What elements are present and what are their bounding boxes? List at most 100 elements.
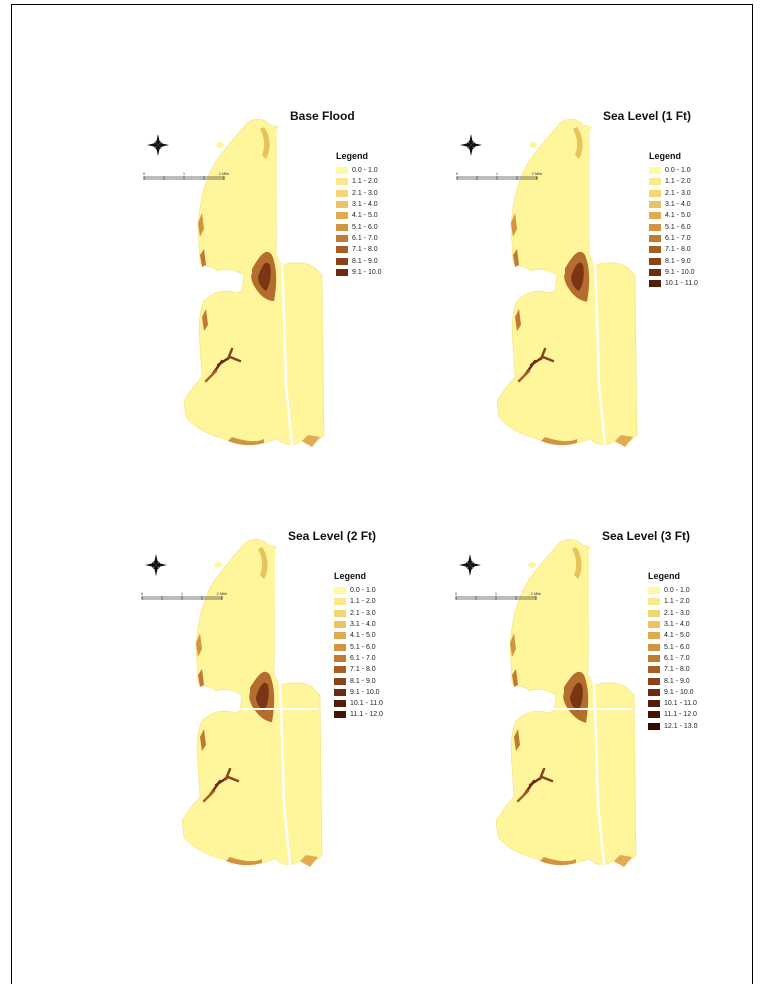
- legend-swatch: [648, 722, 660, 730]
- legend-label: 8.1 - 9.0: [352, 257, 378, 265]
- legend-label: 9.1 - 10.0: [664, 688, 694, 696]
- legend-item: 2.1 - 3.0: [648, 608, 697, 619]
- west-coast-flood: [198, 669, 204, 687]
- legend-item: 6.1 - 7.0: [336, 233, 382, 244]
- legend-label: 2.1 - 3.0: [352, 189, 378, 197]
- legend-label: 6.1 - 7.0: [352, 234, 378, 242]
- legend-label: 5.1 - 6.0: [350, 643, 376, 651]
- legend-label: 3.1 - 4.0: [664, 621, 690, 629]
- compass-point: [154, 554, 158, 565]
- map-panel-sea-level-2ft: Sea Level (2 Ft) 0 1 2 Mile Legend 0.0 - 1…: [130, 525, 460, 895]
- legend-swatch: [334, 688, 346, 696]
- legend-label: 1.1 - 2.0: [665, 178, 691, 186]
- legend-swatch: [334, 621, 346, 629]
- legend-label: 4.1 - 5.0: [665, 212, 691, 220]
- map-title: Sea Level (1 Ft): [603, 109, 692, 123]
- inlet-flood-zone: [517, 347, 555, 383]
- compass-point: [471, 143, 482, 147]
- west-coast-flood: [198, 213, 204, 237]
- legend-swatch: [648, 621, 660, 629]
- west-coast-flood: [510, 633, 516, 657]
- inlet-channel: [202, 789, 216, 803]
- map-legend: Legend 0.0 - 1.0 1.1 - 2.0 2.1 - 3.0 3.1 - …: [336, 151, 382, 278]
- west-coast-flood: [511, 213, 517, 237]
- scale-bar: 0 1 2 Mile: [143, 171, 230, 180]
- compass-point: [156, 563, 167, 567]
- legend-swatch: [648, 688, 660, 696]
- legend-swatch: [334, 609, 346, 617]
- legend-swatch: [334, 587, 346, 595]
- legend-swatch: [334, 677, 346, 685]
- legend-label: 2.1 - 3.0: [665, 189, 691, 197]
- scale-label: 0: [455, 591, 458, 596]
- legend-title: Legend: [336, 151, 369, 161]
- legend-item: 6.1 - 7.0: [334, 653, 383, 664]
- south-coast-flood: [615, 435, 633, 447]
- legend-item: 3.1 - 4.0: [649, 199, 698, 210]
- legend-item: 5.1 - 6.0: [336, 221, 382, 232]
- legend-item: 7.1 - 8.0: [648, 664, 697, 675]
- legend-item: 6.1 - 7.0: [648, 653, 697, 664]
- legend-swatch: [336, 257, 348, 265]
- legend-swatch: [648, 677, 660, 685]
- scale-label: 1: [495, 591, 498, 596]
- compass-point: [469, 145, 473, 156]
- compass-point: [470, 563, 481, 567]
- inlet-channel: [538, 767, 546, 781]
- legend-label: 3.1 - 4.0: [665, 201, 691, 209]
- legend-label: 6.1 - 7.0: [350, 654, 376, 662]
- legend-item: 1.1 - 2.0: [649, 176, 698, 187]
- legend-swatch: [336, 246, 348, 254]
- legend-item: 0.0 - 1.0: [336, 165, 382, 176]
- legend-swatch: [649, 268, 661, 276]
- legend-label: 9.1 - 10.0: [665, 268, 695, 276]
- legend-item: 0.0 - 1.0: [649, 165, 698, 176]
- shore-flood: [258, 547, 268, 579]
- legend-swatch: [648, 643, 660, 651]
- road-line: [276, 129, 294, 446]
- scale-label: 0: [141, 591, 144, 596]
- legend-item: 5.1 - 6.0: [648, 641, 697, 652]
- legend-item: 4.1 - 5.0: [649, 210, 698, 221]
- legend-label: 11.1 - 12.0: [664, 711, 697, 719]
- harbor-flood-deep: [256, 682, 269, 711]
- legend-swatch: [649, 212, 661, 220]
- legend-item: 8.1 - 9.0: [648, 675, 697, 686]
- legend-label: 7.1 - 8.0: [664, 666, 690, 674]
- islet: [528, 562, 536, 568]
- harbor-flood-deep: [571, 262, 584, 291]
- legend-swatch: [649, 257, 661, 265]
- inlet-channel: [540, 775, 554, 783]
- legend-label: 3.1 - 4.0: [350, 621, 376, 629]
- west-coast-flood: [513, 249, 519, 267]
- legend-label: 11.1 - 12.0: [350, 711, 383, 719]
- legend-swatch: [649, 280, 661, 288]
- inlet-flood-zone: [202, 767, 240, 803]
- north-arrow-icon: [459, 554, 481, 576]
- legend-item: 3.1 - 4.0: [648, 619, 697, 630]
- legend-title: Legend: [648, 571, 681, 581]
- legend-label: 0.0 - 1.0: [664, 587, 690, 595]
- compass-point: [147, 143, 158, 147]
- compass-ring: [465, 560, 475, 570]
- legend-item: 11.1 - 12.0: [334, 709, 383, 720]
- scale-bar: 0 1 2 Mile: [456, 171, 543, 180]
- legend-label: 4.1 - 5.0: [664, 632, 690, 640]
- compass-point: [460, 143, 471, 147]
- legend-item: 5.1 - 6.0: [649, 221, 698, 232]
- map-legend: Legend 0.0 - 1.0 1.1 - 2.0 2.1 - 3.0 3.1 - …: [648, 571, 697, 732]
- legend-item: 1.1 - 2.0: [334, 596, 383, 607]
- island-map: 0 1 2 Mile: [456, 118, 638, 447]
- map-panel-sea-level-3ft: Sea Level (3 Ft) 0 1 2 Mile Legend 0.0 - 1…: [444, 525, 761, 895]
- harbor-flood-deep: [258, 262, 271, 291]
- legend-swatch: [334, 711, 346, 719]
- island-map: 0 1 2 Mile: [143, 118, 325, 447]
- inlet-channel: [539, 347, 547, 361]
- map-legend: Legend 0.0 - 1.0 1.1 - 2.0 2.1 - 3.0 3.1 - …: [649, 151, 698, 289]
- inlet-channel: [224, 767, 232, 781]
- compass-point: [156, 134, 160, 145]
- compass-point: [469, 134, 473, 145]
- legend-label: 4.1 - 5.0: [350, 632, 376, 640]
- west-coast-flood: [200, 729, 206, 751]
- legend-label: 1.1 - 2.0: [350, 598, 376, 606]
